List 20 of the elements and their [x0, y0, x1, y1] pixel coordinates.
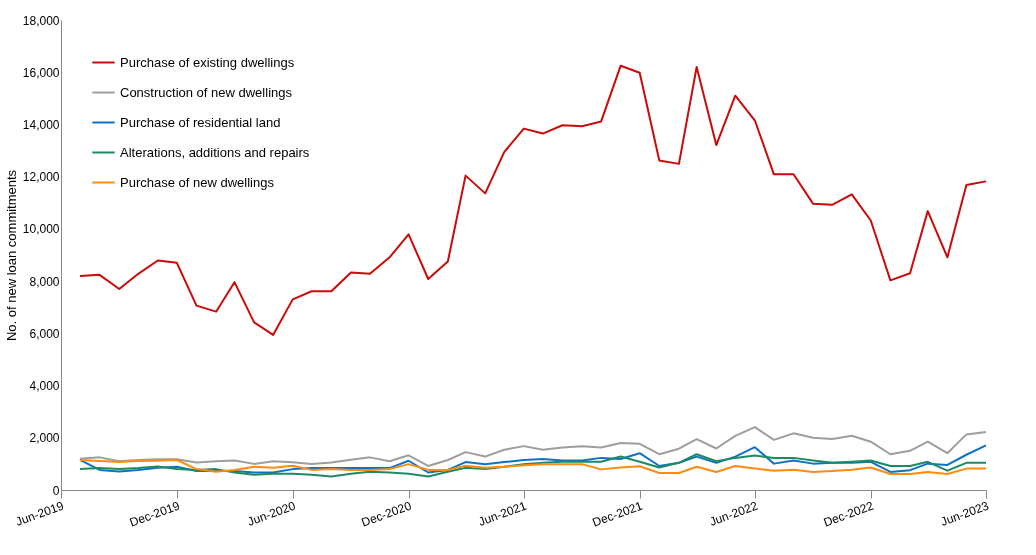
y-tick-label: 0	[52, 483, 60, 498]
y-tick-label: 16,000	[22, 65, 60, 80]
y-tick-label: 18,000	[22, 13, 60, 28]
y-tick-label: 10,000	[22, 222, 60, 237]
line-series	[78, 458, 987, 476]
line-series	[78, 426, 987, 467]
legend-label: Purchase of existing dwellings	[120, 54, 295, 70]
y-tick-label: 4,000	[29, 379, 60, 394]
y-tick-label: 12,000	[22, 170, 60, 185]
y-tick-label: 8,000	[29, 274, 60, 289]
legend-label: Alterations, additions and repairs	[120, 144, 310, 160]
y-tick-label: 2,000	[29, 431, 60, 446]
legend-label: Purchase of residential land	[120, 114, 281, 130]
legend-label: Construction of new dwellings	[120, 84, 293, 100]
y-tick-label: 6,000	[29, 326, 60, 341]
legend-label: Purchase of new dwellings	[120, 174, 275, 190]
y-tick-label: 14,000	[22, 117, 60, 132]
y-axis-title: No. of new loan commitments	[3, 169, 19, 342]
line-series	[78, 453, 987, 478]
line-series	[78, 444, 987, 474]
